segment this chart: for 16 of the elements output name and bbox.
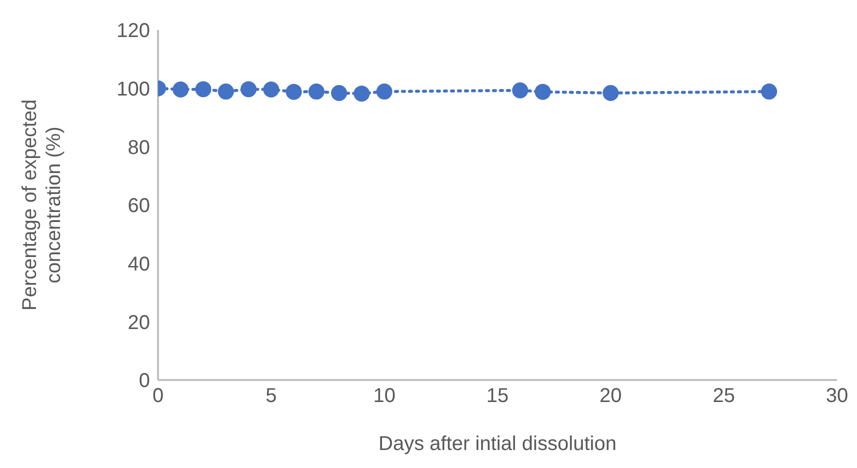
y-tick-label: 0 [138,370,150,392]
x-tick-label: 0 [152,385,164,408]
x-tick-label: 20 [600,385,622,408]
y-tick-label: 80 [128,136,150,159]
x-tick-label: 25 [712,385,735,408]
y-axis-title: Percentage of expected concentration (%) [19,99,65,311]
y-tick-label: 100 [116,78,150,100]
y-tick-label: 120 [116,20,150,42]
y-tick-label: 60 [128,195,150,218]
x-tick-label: 5 [266,385,277,408]
x-axis-title: Days after intial dissolution [378,433,616,455]
x-tick-label: 30 [826,385,848,408]
x-tick-label: 15 [486,385,509,408]
x-tick-label: 10 [373,385,396,408]
y-tick-label: 40 [128,253,150,276]
y-tick-label: 20 [128,312,150,334]
